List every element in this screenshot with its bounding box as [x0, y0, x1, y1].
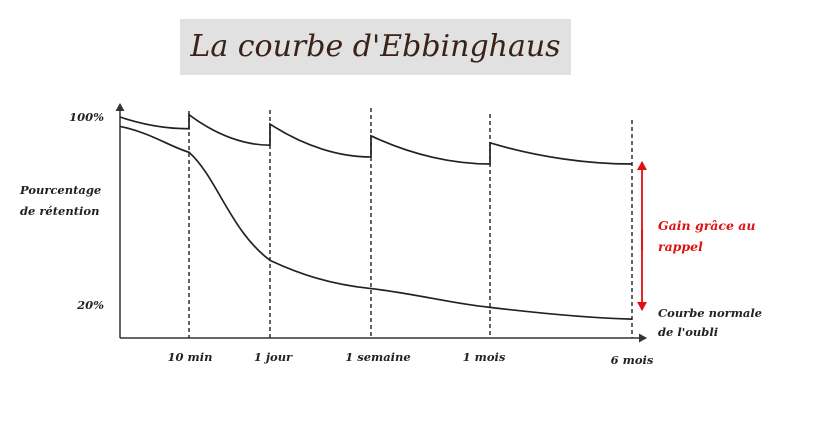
chart-title-box: La courbe d'Ebbinghaus: [180, 19, 571, 75]
forgetting-curve: [119, 125, 633, 320]
recall-curve: [119, 112, 633, 165]
x-tick-label-2: 1 jour: [254, 350, 293, 364]
y-tick-label-100: 100%: [69, 110, 104, 124]
series-label-line-2: de l'oubli: [658, 325, 718, 339]
annotation-line-1: Gain grâce au: [658, 218, 756, 233]
series-label-line-1: Courbe normale: [658, 306, 762, 320]
x-tick-label-4: 1 mois: [463, 350, 506, 364]
x-tick-label-5: 6 mois: [611, 353, 654, 367]
chart-title: La courbe d'Ebbinghaus: [190, 29, 561, 64]
x-tick-label-1: 10 min: [168, 350, 213, 364]
y-tick-label-20: 20%: [76, 298, 104, 312]
y-axis-label-line-1: Pourcentage: [19, 183, 101, 197]
y-axis-label-line-2: de rétention: [20, 204, 99, 218]
annotation-line-2: rappel: [658, 239, 703, 254]
x-tick-label-3: 1 semaine: [345, 350, 410, 364]
